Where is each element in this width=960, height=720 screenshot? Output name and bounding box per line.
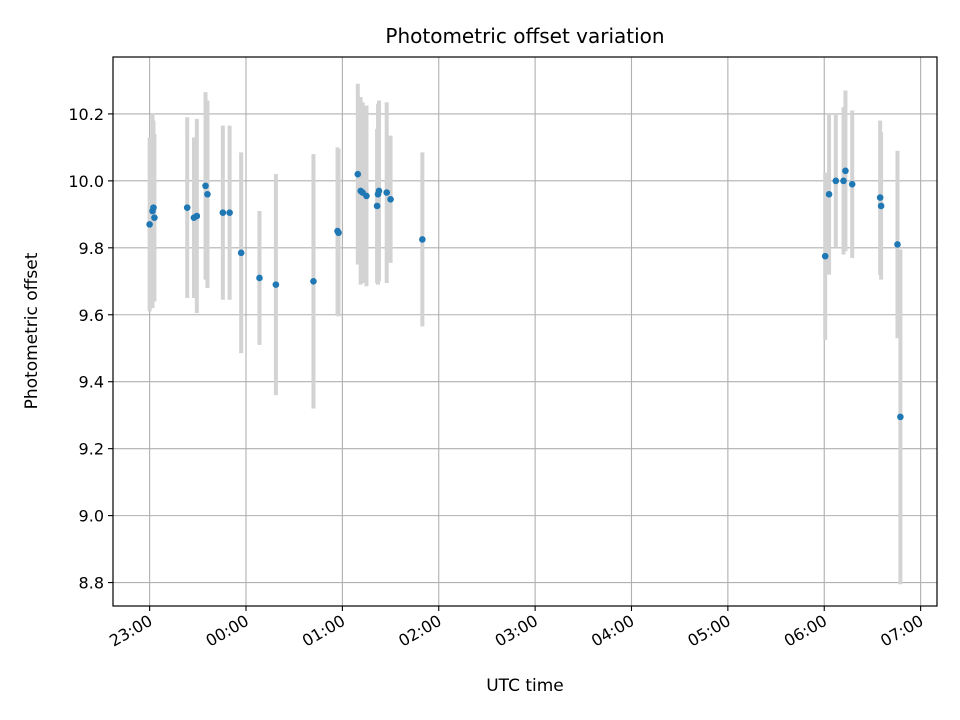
chart-title: Photometric offset variation	[385, 24, 664, 48]
data-point	[821, 252, 829, 260]
data-point	[237, 249, 245, 257]
data-point	[825, 190, 833, 198]
data-point	[219, 209, 227, 216]
grid-lines	[113, 57, 937, 606]
data-point	[877, 202, 885, 210]
data-point	[204, 190, 211, 198]
x-tick-label: 02:00	[395, 611, 444, 651]
y-axis-title: Photometric offset	[22, 252, 42, 409]
data-point	[150, 204, 157, 211]
data-point	[354, 170, 362, 178]
x-tick-label: 04:00	[588, 611, 637, 651]
y-tick-label: 10.2	[68, 105, 104, 124]
y-tick-label: 9.2	[79, 440, 104, 459]
data-point	[375, 187, 383, 195]
data-points	[146, 167, 904, 421]
x-tick-label: 06:00	[781, 611, 830, 651]
data-point	[226, 209, 233, 216]
data-point	[840, 177, 847, 185]
data-point	[842, 167, 849, 175]
data-point	[373, 202, 381, 210]
y-tick-label: 8.8	[79, 574, 104, 593]
x-tick-label: 00:00	[203, 611, 252, 651]
y-tick-label: 9.4	[79, 373, 104, 392]
data-point	[363, 192, 370, 200]
data-point	[419, 236, 426, 243]
error-bars	[147, 83, 903, 585]
plot-frame	[112, 56, 938, 607]
data-point	[151, 214, 158, 221]
x-tick-label: 23:00	[106, 611, 155, 651]
y-tick-label: 9.0	[79, 507, 104, 526]
data-point	[848, 180, 856, 188]
data-point	[383, 189, 391, 196]
data-point	[832, 177, 840, 185]
x-tick-label: 07:00	[877, 611, 926, 651]
x-tick-label: 05:00	[684, 611, 733, 651]
x-axis-title: UTC time	[486, 676, 564, 696]
y-tick-label: 9.6	[79, 306, 104, 325]
data-point	[310, 277, 317, 285]
data-point	[183, 204, 191, 211]
data-point	[335, 229, 342, 237]
data-point	[387, 195, 394, 203]
x-tick-label: 03:00	[492, 611, 541, 651]
x-tick-label: 01:00	[299, 611, 348, 651]
data-point	[256, 274, 263, 282]
data-point	[876, 194, 884, 201]
data-point	[894, 241, 901, 248]
data-point	[193, 212, 201, 220]
data-point	[272, 281, 280, 288]
y-tick-label: 9.8	[79, 239, 104, 258]
data-point	[202, 182, 209, 190]
y-tick-label: 10.0	[68, 172, 104, 191]
data-point	[146, 221, 153, 228]
data-point	[897, 413, 904, 421]
